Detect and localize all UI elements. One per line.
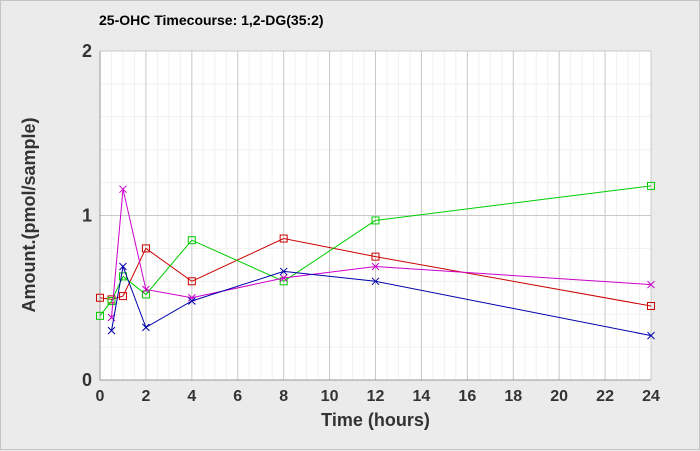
x-tick-label: 20 (550, 388, 568, 405)
x-tick-label: 10 (321, 388, 339, 405)
data-point (142, 323, 150, 332)
x-tick-label: 4 (187, 388, 196, 405)
data-point-stroke (647, 280, 655, 289)
data-point (647, 181, 655, 190)
data-point (371, 252, 380, 261)
x-tick-label: 8 (279, 388, 288, 405)
data-point (141, 244, 150, 253)
x-tick-label: 14 (413, 388, 431, 405)
y-tick-label: 1 (82, 206, 92, 226)
data-point (141, 290, 150, 299)
data-point (118, 292, 127, 301)
x-tick-label: 18 (504, 388, 522, 405)
x-tick-label: 2 (141, 388, 150, 405)
data-point (96, 293, 104, 302)
data-point-stroke (279, 267, 288, 276)
data-point (279, 274, 288, 282)
data-point (187, 277, 196, 286)
x-tick-label: 16 (458, 388, 476, 405)
data-point-stroke (142, 285, 150, 294)
series-3 (107, 185, 655, 322)
series-group (96, 181, 655, 340)
x-tick-label: 12 (367, 388, 385, 405)
data-point-stroke (279, 274, 288, 282)
major-grid (100, 50, 652, 380)
data-point (279, 267, 288, 276)
data-point (647, 331, 655, 340)
x-tick-label: 22 (596, 388, 614, 405)
data-point (371, 277, 380, 286)
data-point-stroke (187, 297, 196, 305)
data-point-stroke (371, 262, 380, 271)
chart-title: 25-OHC Timecourse: 1,2-DG(35:2) (99, 12, 324, 28)
x-tick-label: 6 (233, 388, 242, 405)
data-point (96, 311, 104, 320)
data-point-stroke (371, 277, 380, 286)
data-point-stroke (142, 323, 150, 332)
x-tick-label: 0 (96, 388, 105, 405)
data-point-stroke (119, 262, 127, 271)
data-point (371, 262, 380, 271)
data-point (142, 285, 150, 294)
data-point (187, 297, 196, 305)
y-tick-label: 0 (82, 370, 92, 390)
data-point (371, 216, 380, 225)
axes (99, 51, 651, 381)
data-point-stroke (119, 185, 127, 194)
data-point (107, 326, 116, 335)
data-point (187, 236, 196, 245)
data-point (647, 301, 655, 310)
data-point (647, 280, 655, 289)
data-point-stroke (187, 293, 196, 302)
y-axis-label: Amount.(pmol/sample) (19, 117, 39, 312)
data-point (107, 297, 116, 306)
x-tick-label: 24 (642, 388, 660, 405)
data-point (279, 234, 288, 243)
data-point (119, 185, 127, 194)
series-4 (107, 262, 655, 340)
x-axis-label: Time (hours) (321, 410, 430, 430)
y-tick-label: 2 (82, 41, 92, 61)
data-point-stroke (107, 326, 116, 335)
data-point (119, 262, 127, 271)
data-point-stroke (647, 331, 655, 340)
